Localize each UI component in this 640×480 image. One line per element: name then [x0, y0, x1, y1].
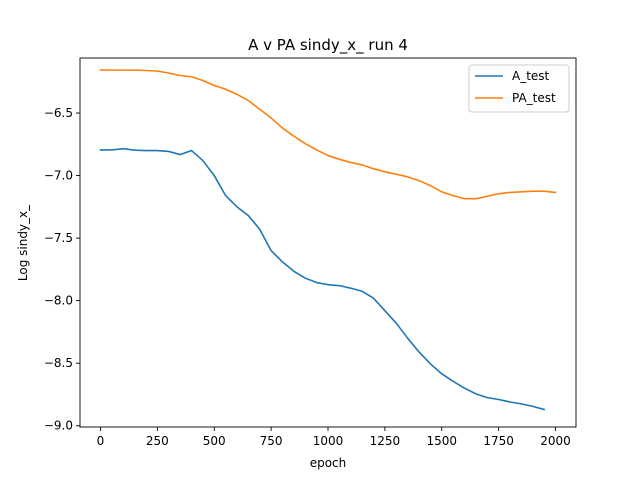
x-tick-label: 2000 [540, 434, 571, 448]
x-tick-label: 1000 [313, 434, 344, 448]
y-tick-label: −8.0 [44, 294, 73, 308]
x-tick-label: 750 [260, 434, 283, 448]
x-tick-label: 1750 [483, 434, 514, 448]
legend-label-a-test: A_test [512, 69, 550, 83]
y-tick-label: −8.5 [44, 356, 73, 370]
x-tick-label: 0 [97, 434, 105, 448]
y-tick-label: −7.0 [44, 169, 73, 183]
y-tick-label: −6.5 [44, 106, 73, 120]
legend: A_test PA_test [468, 64, 570, 113]
x-axis-label: epoch [310, 456, 347, 470]
x-tick-label: 1250 [370, 434, 401, 448]
x-tick-label: 1500 [426, 434, 457, 448]
chart-title: A v PA sindy_x_ run 4 [248, 36, 408, 55]
series-line-pa-test [99, 69, 557, 200]
legend-label-pa-test: PA_test [512, 91, 556, 105]
plot-area: 0 250 500 750 1000 1250 1500 1750 2000 −9.0 −8.5 −8… [44, 57, 577, 448]
y-tick-label: −7.5 [44, 231, 73, 245]
series-line-a-test [99, 147, 546, 411]
x-tick-label: 500 [203, 434, 226, 448]
x-tick-label: 250 [146, 434, 169, 448]
y-axis-label: Log sindy_x_ [16, 204, 30, 281]
y-tick-label: −9.0 [44, 419, 73, 433]
